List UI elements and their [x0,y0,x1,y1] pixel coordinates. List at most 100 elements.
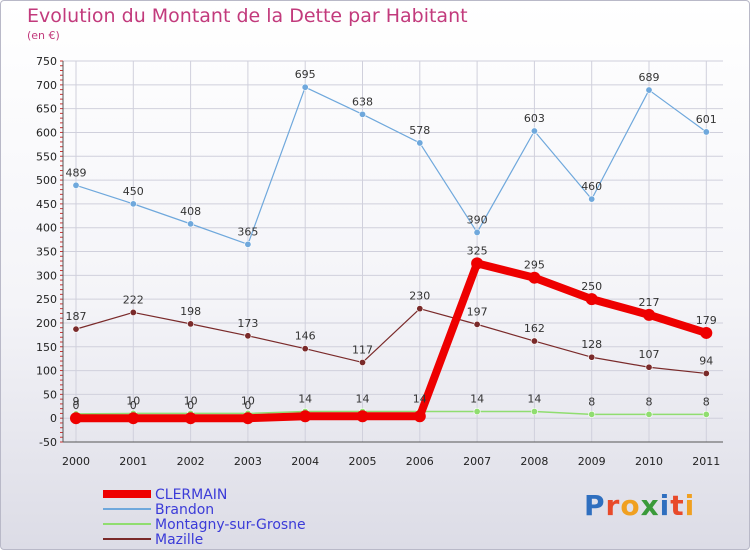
x-tick-label: 2002 [177,455,205,468]
data-label: 8 [703,395,710,408]
y-tick-label: 400 [36,222,57,235]
y-tick-label: 500 [36,174,57,187]
data-label: 603 [524,112,545,125]
data-point [358,358,366,366]
data-point [530,408,538,416]
data-labels: 9 10 10 10 14 14 14 14 14 8 8 8 187 222 198 173 146 117 23… [66,68,717,412]
data-point [700,326,713,339]
y-tick-label: 550 [36,150,57,163]
data-label: 460 [581,180,602,193]
y-tick-label: 450 [36,198,57,211]
data-label: 162 [524,322,545,335]
data-point [588,195,596,203]
y-tick-label: 350 [36,246,57,259]
data-point [358,110,366,118]
data-label: 14 [356,393,370,406]
x-tick-label: 2005 [349,455,377,468]
x-tick-label: 2007 [463,455,491,468]
series-line-montagny-sur-grosne [75,410,708,416]
legend-label: CLERMAIN [155,487,227,503]
data-label: 0 [187,399,194,412]
x-tick-label: 2010 [635,455,663,468]
data-point [473,228,481,236]
data-point [187,220,195,228]
data-label: 689 [639,71,660,84]
series-line-clermain [72,259,711,423]
data-label: 94 [699,354,713,367]
series-line-mazille [75,308,707,375]
data-label: 10 [184,394,198,407]
legend: CLERMAINBrandonMontagny-sur-GrosneMazill… [103,487,306,548]
data-label: 9 [73,395,80,408]
y-tick-label: 50 [43,388,57,401]
x-tick-label: 2003 [234,455,262,468]
axes: -500501001502002503003504004505005506006… [36,55,723,468]
data-label: 10 [126,394,140,407]
data-point [473,408,481,416]
data-label: 0 [130,399,137,412]
series-group [70,83,713,425]
y-tick-label: 100 [36,365,57,378]
data-label: 408 [180,205,201,218]
data-label: 325 [467,244,488,257]
data-point [530,337,538,345]
y-tick-label: 200 [36,317,57,330]
data-point [187,320,195,328]
logo-letter: P [584,489,606,522]
data-label: 14 [527,393,541,406]
logo-letter: i [684,489,696,522]
data-label: 601 [696,113,717,126]
data-point [645,363,653,371]
data-point [471,257,484,270]
data-label: 695 [295,68,316,81]
data-label: 173 [237,317,258,330]
data-point [413,410,426,423]
data-point [301,345,309,353]
data-label: 0 [73,399,80,412]
data-point [129,308,137,316]
data-label: 197 [467,305,488,318]
y-tick-label: 600 [36,126,57,139]
y-tick-label: 250 [36,293,57,306]
data-label: 179 [696,314,717,327]
data-label: 217 [639,296,660,309]
data-point [129,200,137,208]
x-tick-label: 2006 [406,455,434,468]
data-point [585,293,598,306]
x-tick-label: 2009 [578,455,606,468]
data-point [528,271,541,284]
logo-letter: t [670,489,685,522]
data-label: 14 [470,393,484,406]
logo-letter: r [605,489,621,522]
data-point [244,332,252,340]
data-label: 390 [467,213,488,226]
y-tick-label: 750 [36,55,57,68]
data-label: 0 [244,399,251,412]
data-label: 489 [66,166,87,179]
data-point [702,410,710,418]
y-tick-label: 0 [50,412,57,425]
data-label: 198 [180,305,201,318]
data-label: 10 [241,394,255,407]
data-label: 222 [123,293,144,306]
data-point [72,325,80,333]
data-point [241,412,254,425]
x-tick-label: 2008 [520,455,548,468]
data-label: 250 [581,280,602,293]
data-point [645,410,653,418]
data-point [588,353,596,361]
logo-letter: i [659,489,671,522]
data-point [530,127,538,135]
y-tick-label: -50 [39,436,57,449]
data-label: 295 [524,259,545,272]
data-point [127,412,140,425]
data-point [301,83,309,91]
data-point [702,369,710,377]
data-label: 8 [588,395,595,408]
data-point [299,410,312,423]
data-label: 578 [409,124,430,137]
y-tick-label: 150 [36,341,57,354]
data-point [416,139,424,147]
legend-label: Mazille [155,532,203,548]
